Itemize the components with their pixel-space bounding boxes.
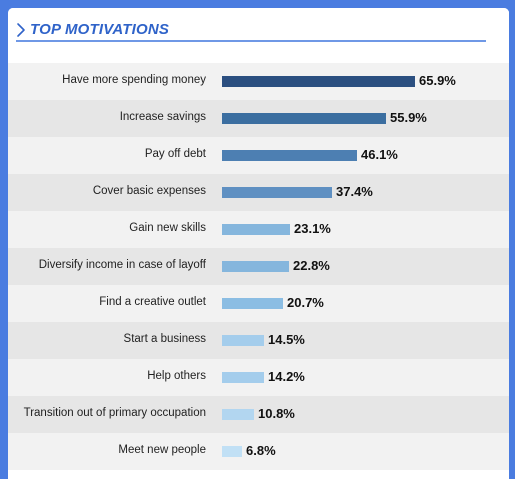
- chart-row: Increase savings 55.9%: [8, 100, 509, 137]
- chart-row: Have more spending money 65.9%: [8, 63, 509, 100]
- bar: [222, 409, 254, 420]
- category-label: Have more spending money: [62, 74, 206, 86]
- category-label: Increase savings: [119, 111, 206, 123]
- value-label: 23.1%: [294, 221, 331, 236]
- bar: [222, 150, 357, 161]
- chart-row: Gain new skills 23.1%: [8, 211, 509, 248]
- bar: [222, 76, 415, 87]
- title-underline: [16, 40, 486, 42]
- value-label: 37.4%: [336, 184, 373, 199]
- value-label: 46.1%: [361, 147, 398, 162]
- chart-card: TOP MOTIVATIONS Have more spending money…: [8, 8, 509, 479]
- chart-title: TOP MOTIVATIONS: [30, 21, 170, 38]
- category-label: Gain new skills: [129, 222, 206, 234]
- category-label: Transition out of primary occupation: [23, 407, 206, 419]
- bar: [222, 446, 242, 457]
- category-label: Help others: [147, 370, 206, 382]
- category-label: Pay off debt: [144, 148, 206, 160]
- bar: [222, 224, 290, 235]
- category-label: Start a business: [123, 333, 206, 345]
- chart-row: Cover basic expenses 37.4%: [8, 174, 509, 211]
- chevron-right-icon: [17, 23, 25, 37]
- chart-row: Help others 14.2%: [8, 359, 509, 396]
- bar: [222, 113, 386, 124]
- bar: [222, 372, 264, 383]
- chart-header: TOP MOTIVATIONS: [8, 8, 509, 63]
- value-label: 14.5%: [268, 332, 305, 347]
- category-label: Diversify income in case of layoff: [38, 259, 206, 271]
- chart-row: Pay off debt 46.1%: [8, 137, 509, 174]
- bar: [222, 261, 289, 272]
- chart-row: Transition out of primary occupation 10.8…: [8, 396, 509, 433]
- value-label: 6.8%: [246, 443, 276, 458]
- value-label: 14.2%: [268, 369, 305, 384]
- bar: [222, 187, 332, 198]
- value-label: 10.8%: [258, 406, 295, 421]
- bar-chart: Have more spending money 65.9% Increase sa…: [8, 63, 509, 470]
- chart-row: Diversify income in case of layoff 22.8%: [8, 248, 509, 285]
- category-label: Meet new people: [118, 444, 206, 456]
- chart-row: Meet new people 6.8%: [8, 433, 509, 470]
- value-label: 65.9%: [419, 73, 456, 88]
- value-label: 22.8%: [293, 258, 330, 273]
- value-label: 55.9%: [390, 110, 427, 125]
- value-label: 20.7%: [287, 295, 324, 310]
- category-label: Cover basic expenses: [92, 185, 206, 197]
- bar: [222, 298, 283, 309]
- chart-row: Find a creative outlet 20.7%: [8, 285, 509, 322]
- category-label: Find a creative outlet: [99, 296, 206, 308]
- chart-row: Start a business 14.5%: [8, 322, 509, 359]
- bar: [222, 335, 264, 346]
